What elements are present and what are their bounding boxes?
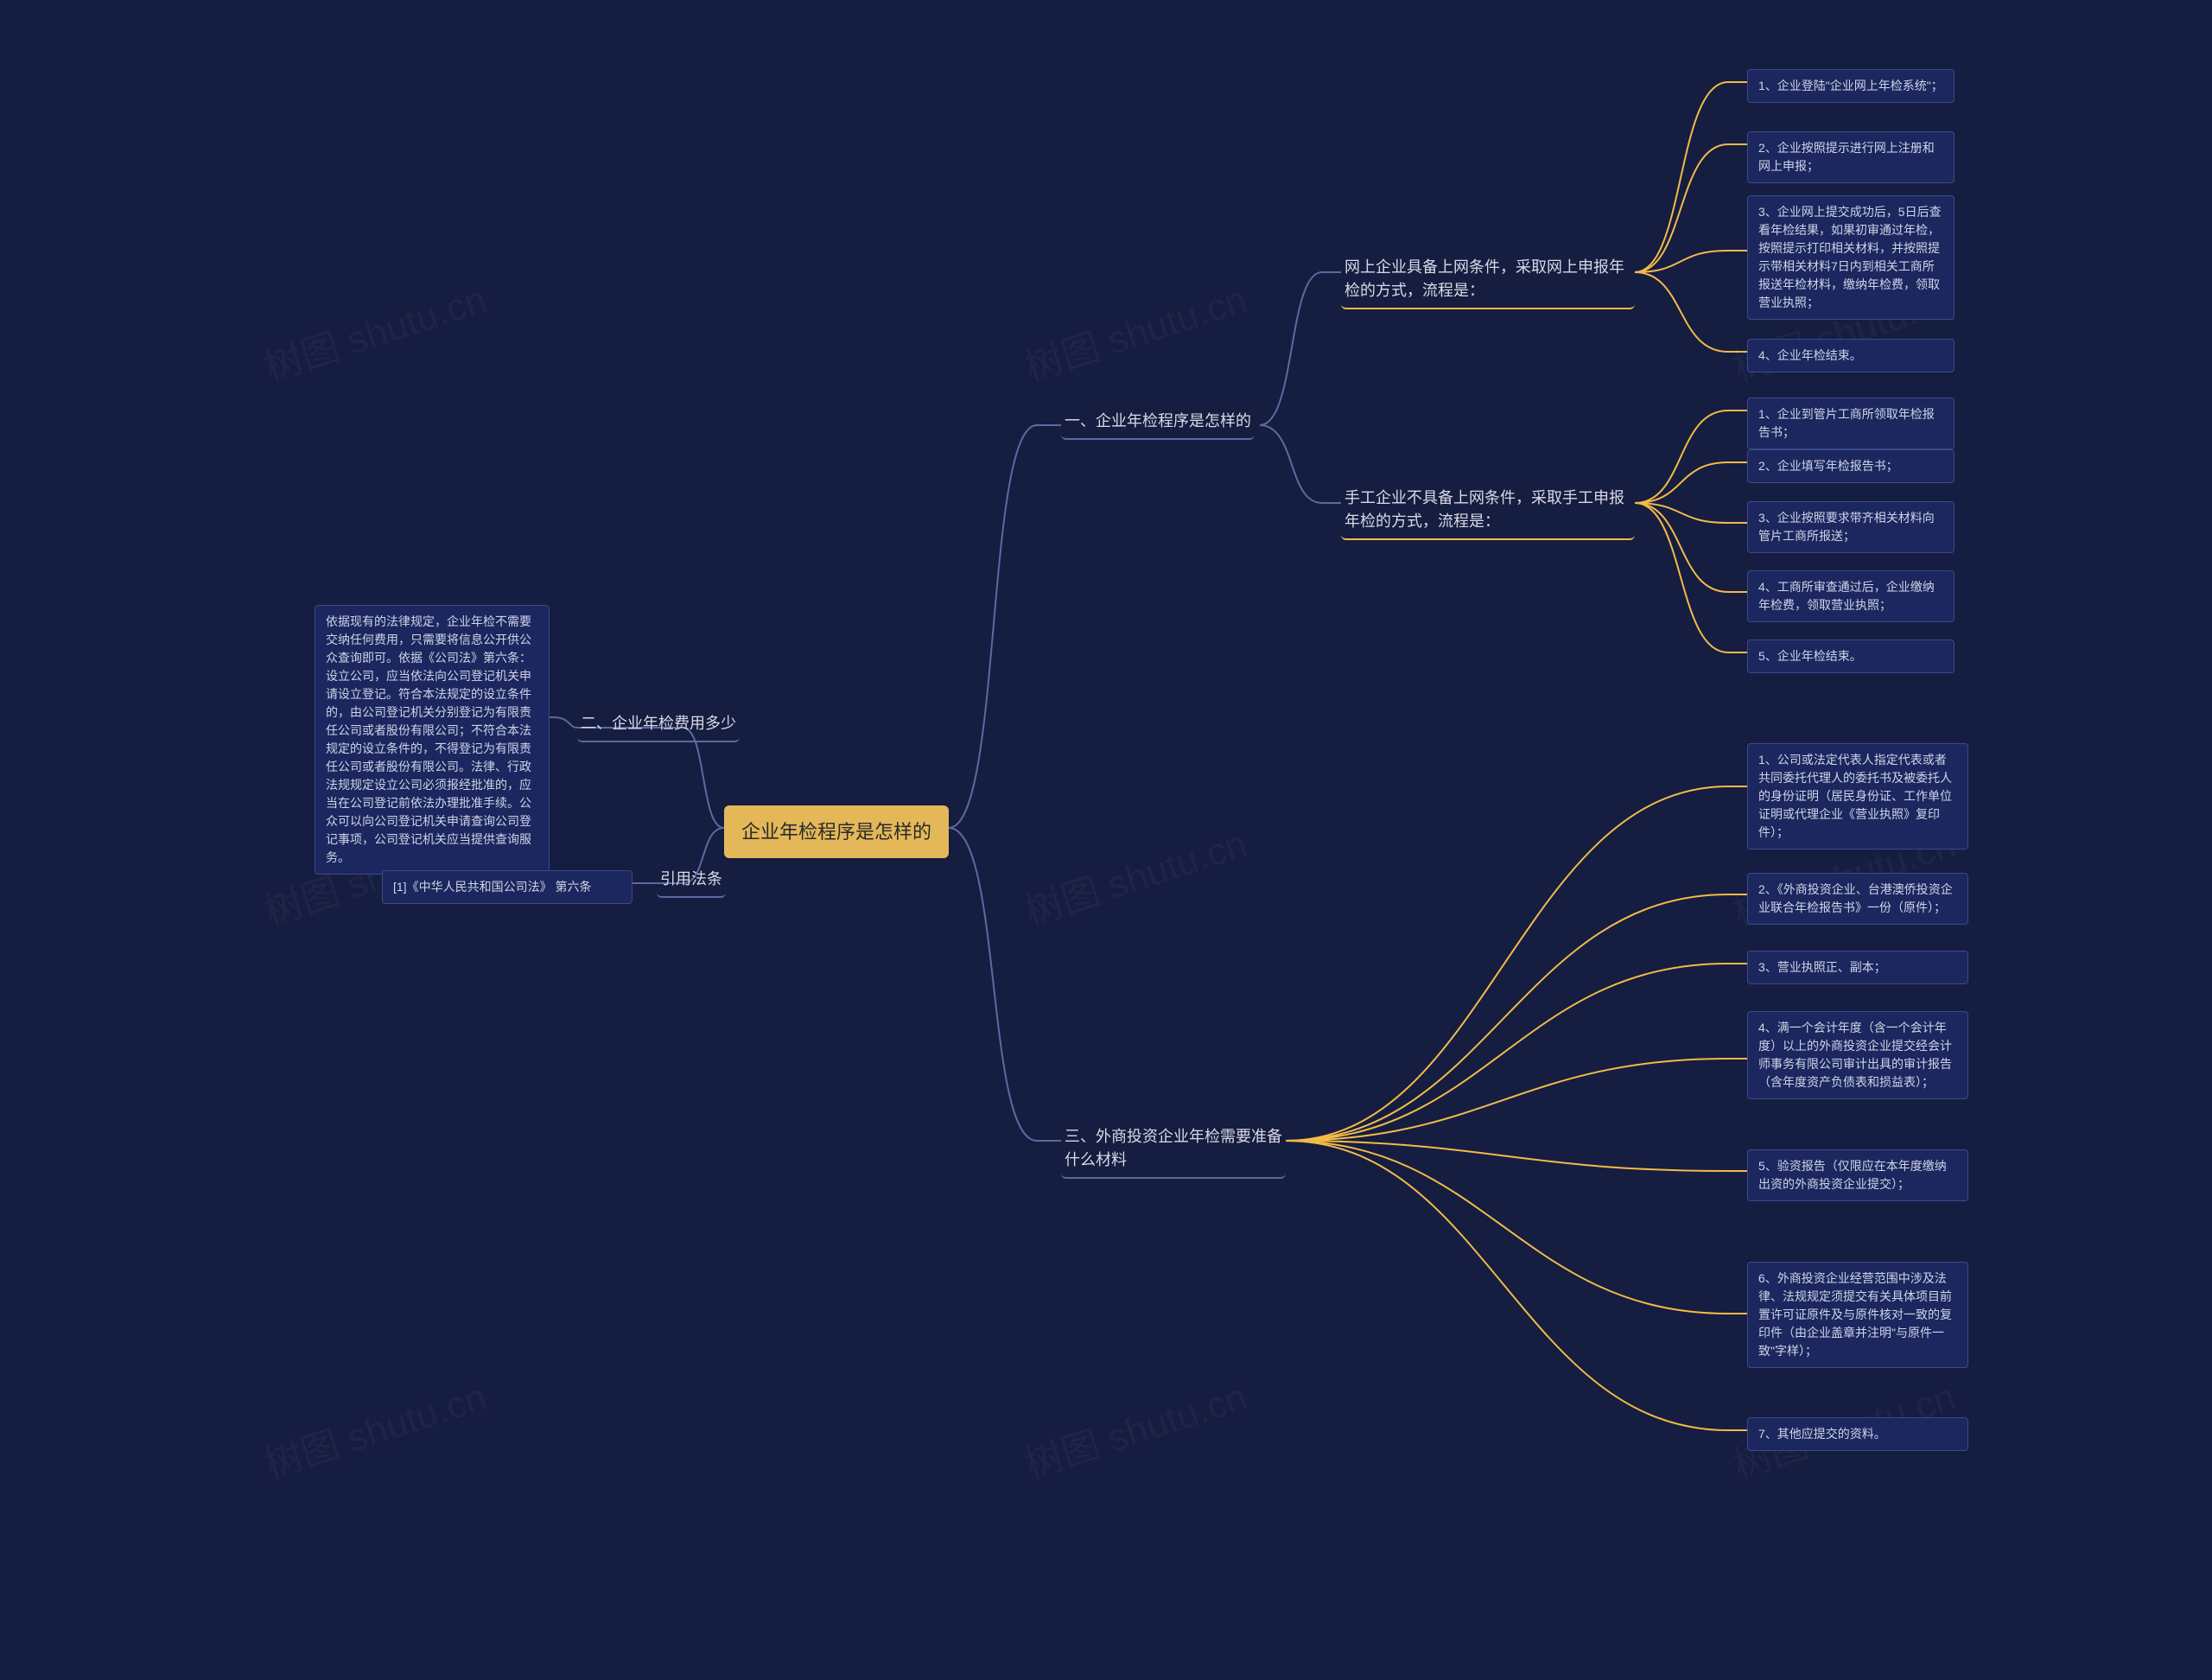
root-node[interactable]: 企业年检程序是怎样的 [724,805,949,858]
leaf-foreign-4: 4、满一个会计年度（含一个会计年度）以上的外商投资企业提交经会计师事务有限公司审… [1747,1011,1968,1099]
leaf-foreign-1: 1、公司或法定代表人指定代表或者共同委托代理人的委托书及被委托人的身份证明（居民… [1747,743,1968,850]
branch-foreign-materials[interactable]: 三、外商投资企业年检需要准备什么材料 [1061,1120,1286,1179]
leaf-manual-1: 1、企业到管片工商所领取年检报告书； [1747,398,1955,449]
leaf-cost-text: 依据现有的法律规定，企业年检不需要交纳任何费用，只需要将信息公开供公众查询即可。… [315,605,550,875]
leaf-manual-4: 4、工商所审查通过后，企业缴纳年检费，领取营业执照； [1747,570,1955,622]
branch-cost[interactable]: 二、企业年检费用多少 [577,707,740,742]
leaf-manual-3: 3、企业按照要求带齐相关材料向管片工商所报送； [1747,501,1955,553]
leaf-online-3: 3、企业网上提交成功后，5日后查看年检结果，如果初审通过年检，按照提示打印相关材… [1747,195,1955,320]
leaf-online-1: 1、企业登陆"企业网上年检系统"； [1747,69,1955,103]
leaf-online-2: 2、企业按照提示进行网上注册和网上申报； [1747,131,1955,183]
leaf-online-4: 4、企业年检结束。 [1747,339,1955,372]
branch-online[interactable]: 网上企业具备上网条件，采取网上申报年检的方式，流程是： [1341,251,1635,309]
leaf-foreign-2: 2、《外商投资企业、台港澳侨投资企业联合年检报告书》一份（原件）； [1747,873,1968,925]
leaf-foreign-7: 7、其他应提交的资料。 [1747,1417,1968,1451]
leaf-foreign-3: 3、营业执照正、副本； [1747,951,1968,984]
branch-manual[interactable]: 手工企业不具备上网条件，采取手工申报年检的方式，流程是： [1341,481,1635,540]
leaf-manual-2: 2、企业填写年检报告书； [1747,449,1955,483]
leaf-manual-5: 5、企业年检结束。 [1747,640,1955,673]
branch-procedure[interactable]: 一、企业年检程序是怎样的 [1061,404,1255,440]
branch-citation[interactable]: 引用法条 [657,862,726,898]
mindmap-canvas: 树图 shutu.cn 树图 shutu.cn 树图 shutu.cn 树图 s… [0,0,2212,1680]
leaf-foreign-5: 5、验资报告（仅限应在本年度缴纳出资的外商投资企业提交）； [1747,1149,1968,1201]
leaf-citation-text: [1]《中华人民共和国公司法》 第六条 [382,870,632,904]
leaf-foreign-6: 6、外商投资企业经营范围中涉及法律、法规规定须提交有关具体项目前置许可证原件及与… [1747,1262,1968,1368]
